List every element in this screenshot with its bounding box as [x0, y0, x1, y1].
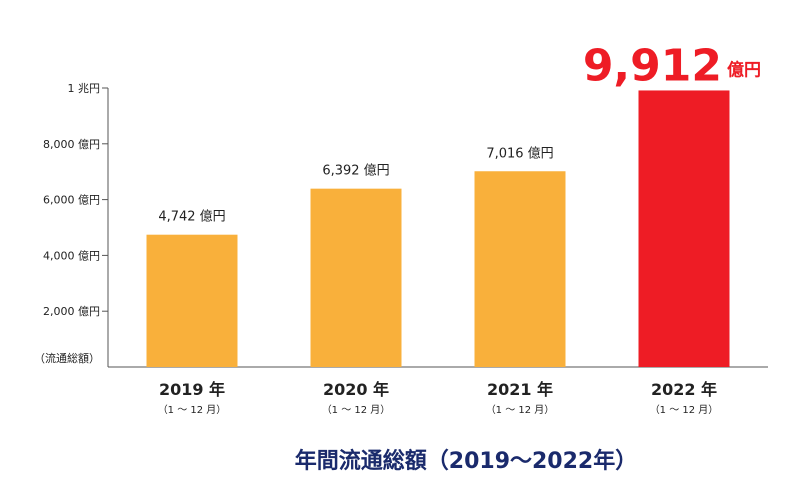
value-label: 4,742 億円	[158, 209, 225, 225]
bar	[638, 90, 730, 367]
value-label: 6,392 億円	[322, 163, 389, 179]
x-tick-label: 2021 年	[487, 380, 553, 399]
y-tick-label: 6,000 億円	[43, 194, 100, 207]
x-tick-sublabel: （1 ～ 12 月）	[486, 404, 555, 416]
value-label-unit: 億円	[727, 59, 761, 80]
x-tick-sublabel: （1 ～ 12 月）	[158, 404, 227, 416]
x-tick-label: 2020 年	[323, 380, 389, 399]
x-tick-sublabel: （1 ～ 12 月）	[650, 404, 719, 416]
x-tick-sublabel: （1 ～ 12 月）	[322, 404, 391, 416]
bar	[146, 234, 238, 367]
y-tick-label: 2,000 億円	[43, 305, 100, 318]
value-label: 7,016 億円	[486, 145, 553, 161]
value-label: 9,912	[583, 40, 722, 91]
y-tick-label: 1 兆円	[68, 82, 101, 95]
y-axis-label: （流通総額）	[34, 351, 100, 365]
bar	[310, 188, 402, 367]
bar	[474, 171, 566, 367]
y-tick-label: 8,000 億円	[43, 138, 100, 151]
x-tick-label: 2022 年	[651, 380, 717, 399]
chart-title: 年間流通総額（2019〜2022年）	[295, 448, 637, 474]
x-tick-label: 2019 年	[159, 380, 225, 399]
y-tick-label: 4,000 億円	[43, 249, 100, 262]
